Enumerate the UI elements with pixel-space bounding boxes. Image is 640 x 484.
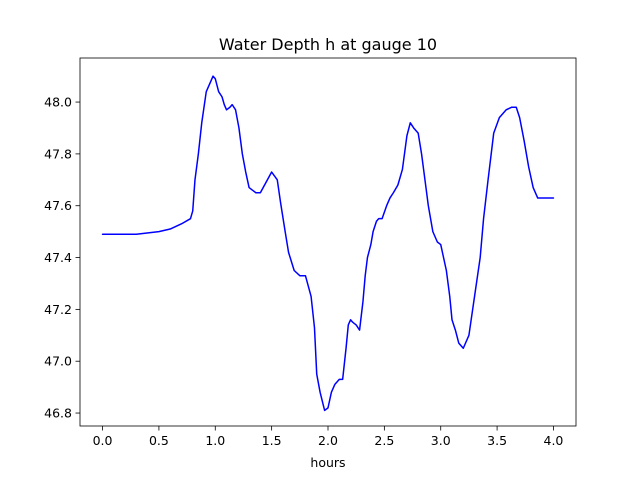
series-line-0 — [101, 75, 555, 412]
x-tick-label: 0.0 — [93, 433, 113, 448]
y-tick-label: 47.8 — [44, 146, 72, 161]
x-axis-label: hours — [310, 455, 345, 470]
chart-title: Water Depth h at gauge 10 — [219, 35, 437, 54]
x-tick-label: 1.5 — [262, 433, 282, 448]
x-tick-label: 3.5 — [487, 433, 507, 448]
y-tick-label: 47.6 — [44, 198, 72, 213]
y-tick-label: 46.8 — [44, 406, 72, 421]
x-tick-label: 4.0 — [544, 433, 564, 448]
x-tick-label: 0.5 — [149, 433, 169, 448]
y-tick-label: 47.0 — [44, 354, 72, 369]
x-tick-label: 2.0 — [318, 433, 338, 448]
y-axis: 46.8 47.0 47.2 47.4 47.6 47.8 48.0 — [44, 95, 80, 421]
x-tick-label: 1.0 — [205, 433, 225, 448]
series-layer — [101, 75, 555, 412]
x-tick-label: 2.5 — [374, 433, 394, 448]
x-tick-label: 3.0 — [431, 433, 451, 448]
y-tick-label: 47.2 — [44, 302, 72, 317]
y-tick-label: 47.4 — [44, 250, 72, 265]
x-axis: 0.0 0.5 1.0 1.5 2.0 2.5 3.0 3.5 4.0 — [93, 426, 564, 448]
y-tick-label: 48.0 — [44, 95, 72, 110]
